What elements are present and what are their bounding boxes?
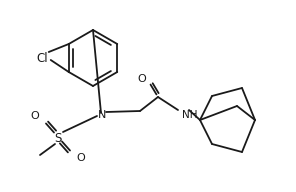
Text: O: O bbox=[30, 111, 39, 121]
Text: NH: NH bbox=[182, 110, 197, 120]
Text: O: O bbox=[138, 74, 147, 84]
Text: S: S bbox=[54, 132, 62, 145]
Text: Cl: Cl bbox=[36, 51, 48, 65]
Text: O: O bbox=[77, 153, 85, 163]
Text: N: N bbox=[98, 110, 106, 120]
